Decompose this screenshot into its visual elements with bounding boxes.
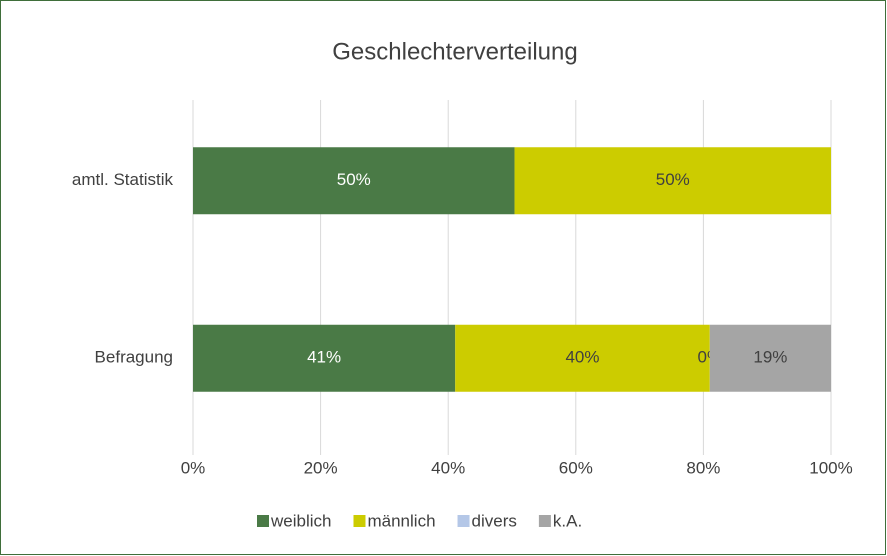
chart-title: Geschlechterverteilung (332, 38, 577, 65)
legend-label: männlich (367, 511, 435, 530)
x-tick-label: 20% (304, 458, 338, 477)
legend-label: k.A. (553, 511, 582, 530)
x-tick-label: 0% (181, 458, 206, 477)
legend-swatch (457, 515, 470, 527)
data-label: 40% (565, 348, 599, 367)
legend-swatch (353, 515, 366, 527)
bar-segment (514, 147, 831, 215)
legend-label: divers (472, 511, 517, 530)
bar-segment (193, 147, 515, 215)
x-tick-label: 100% (809, 458, 852, 477)
y-tick-label: Befragung (95, 348, 173, 367)
data-label: 50% (337, 170, 371, 189)
legend-swatch (257, 515, 269, 527)
legend-label: weiblich (270, 511, 331, 530)
x-tick-label: 60% (559, 458, 593, 477)
bar-segment (455, 324, 710, 392)
bar-segment (193, 324, 456, 392)
x-tick-label: 80% (686, 458, 720, 477)
y-tick-label: amtl. Statistik (72, 170, 174, 189)
legend-swatch (538, 515, 551, 527)
data-label: 50% (656, 170, 690, 189)
data-label: 41% (307, 348, 341, 367)
x-tick-label: 40% (431, 458, 465, 477)
data-label: 19% (753, 348, 787, 367)
bar-segment (709, 324, 831, 392)
